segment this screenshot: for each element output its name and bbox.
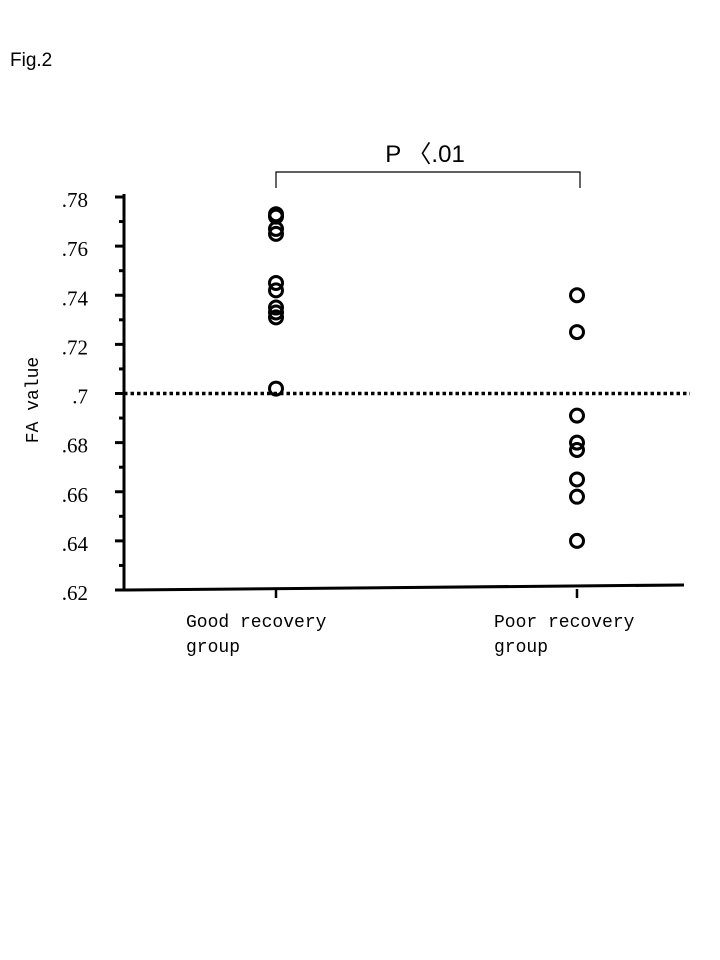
data-point-1-4 <box>569 441 585 458</box>
data-point-1-1 <box>569 324 585 341</box>
axes <box>122 194 685 598</box>
y-tick-label-2: .74 <box>62 286 89 310</box>
data-point-1-6 <box>569 488 585 505</box>
category-label-1-0: Poor recovery <box>494 613 635 633</box>
y-tick-label-0: .78 <box>62 188 88 212</box>
data-point-0-4 <box>268 274 284 291</box>
category-labels: Good recovery group Poor recovery group <box>186 613 635 658</box>
data-point-1-0 <box>569 287 585 304</box>
y-axis-label: FA value <box>24 357 44 443</box>
data-points <box>268 206 585 549</box>
y-tick-label-8: .62 <box>62 581 88 605</box>
data-point-0-9 <box>268 380 284 397</box>
data-point-1-3 <box>569 434 585 451</box>
data-point-0-6 <box>268 299 284 316</box>
x-axis-line <box>123 583 685 592</box>
y-tick-label-4: .7 <box>72 385 88 409</box>
data-point-1-7 <box>569 532 585 549</box>
y-tick-label-7: .64 <box>62 532 89 556</box>
y-tick-label-5: .68 <box>62 434 88 458</box>
significance-bracket: P 〈.01 <box>275 141 581 188</box>
category-label-0-1: group <box>186 638 240 658</box>
category-label-0-0: Good recovery <box>186 613 327 633</box>
data-point-0-7 <box>268 304 284 321</box>
data-point-0-8 <box>268 309 284 326</box>
data-point-1-5 <box>569 471 585 488</box>
y-tick-label-1: .76 <box>62 237 88 261</box>
data-point-0-2 <box>268 220 284 237</box>
y-ticks: .78 .76 .74 .72 .7 .68 .66 .64 .62 <box>62 188 124 605</box>
y-tick-label-3: .72 <box>62 335 88 359</box>
category-label-1-1: group <box>494 638 548 658</box>
data-point-0-5 <box>268 282 284 299</box>
data-point-0-3 <box>268 225 284 242</box>
figure-label: Fig.2 <box>10 50 53 71</box>
significance-label: P 〈.01 <box>385 141 465 168</box>
data-point-1-2 <box>569 407 585 424</box>
significance-bracket-line <box>275 171 581 188</box>
y-tick-label-6: .66 <box>62 483 88 507</box>
